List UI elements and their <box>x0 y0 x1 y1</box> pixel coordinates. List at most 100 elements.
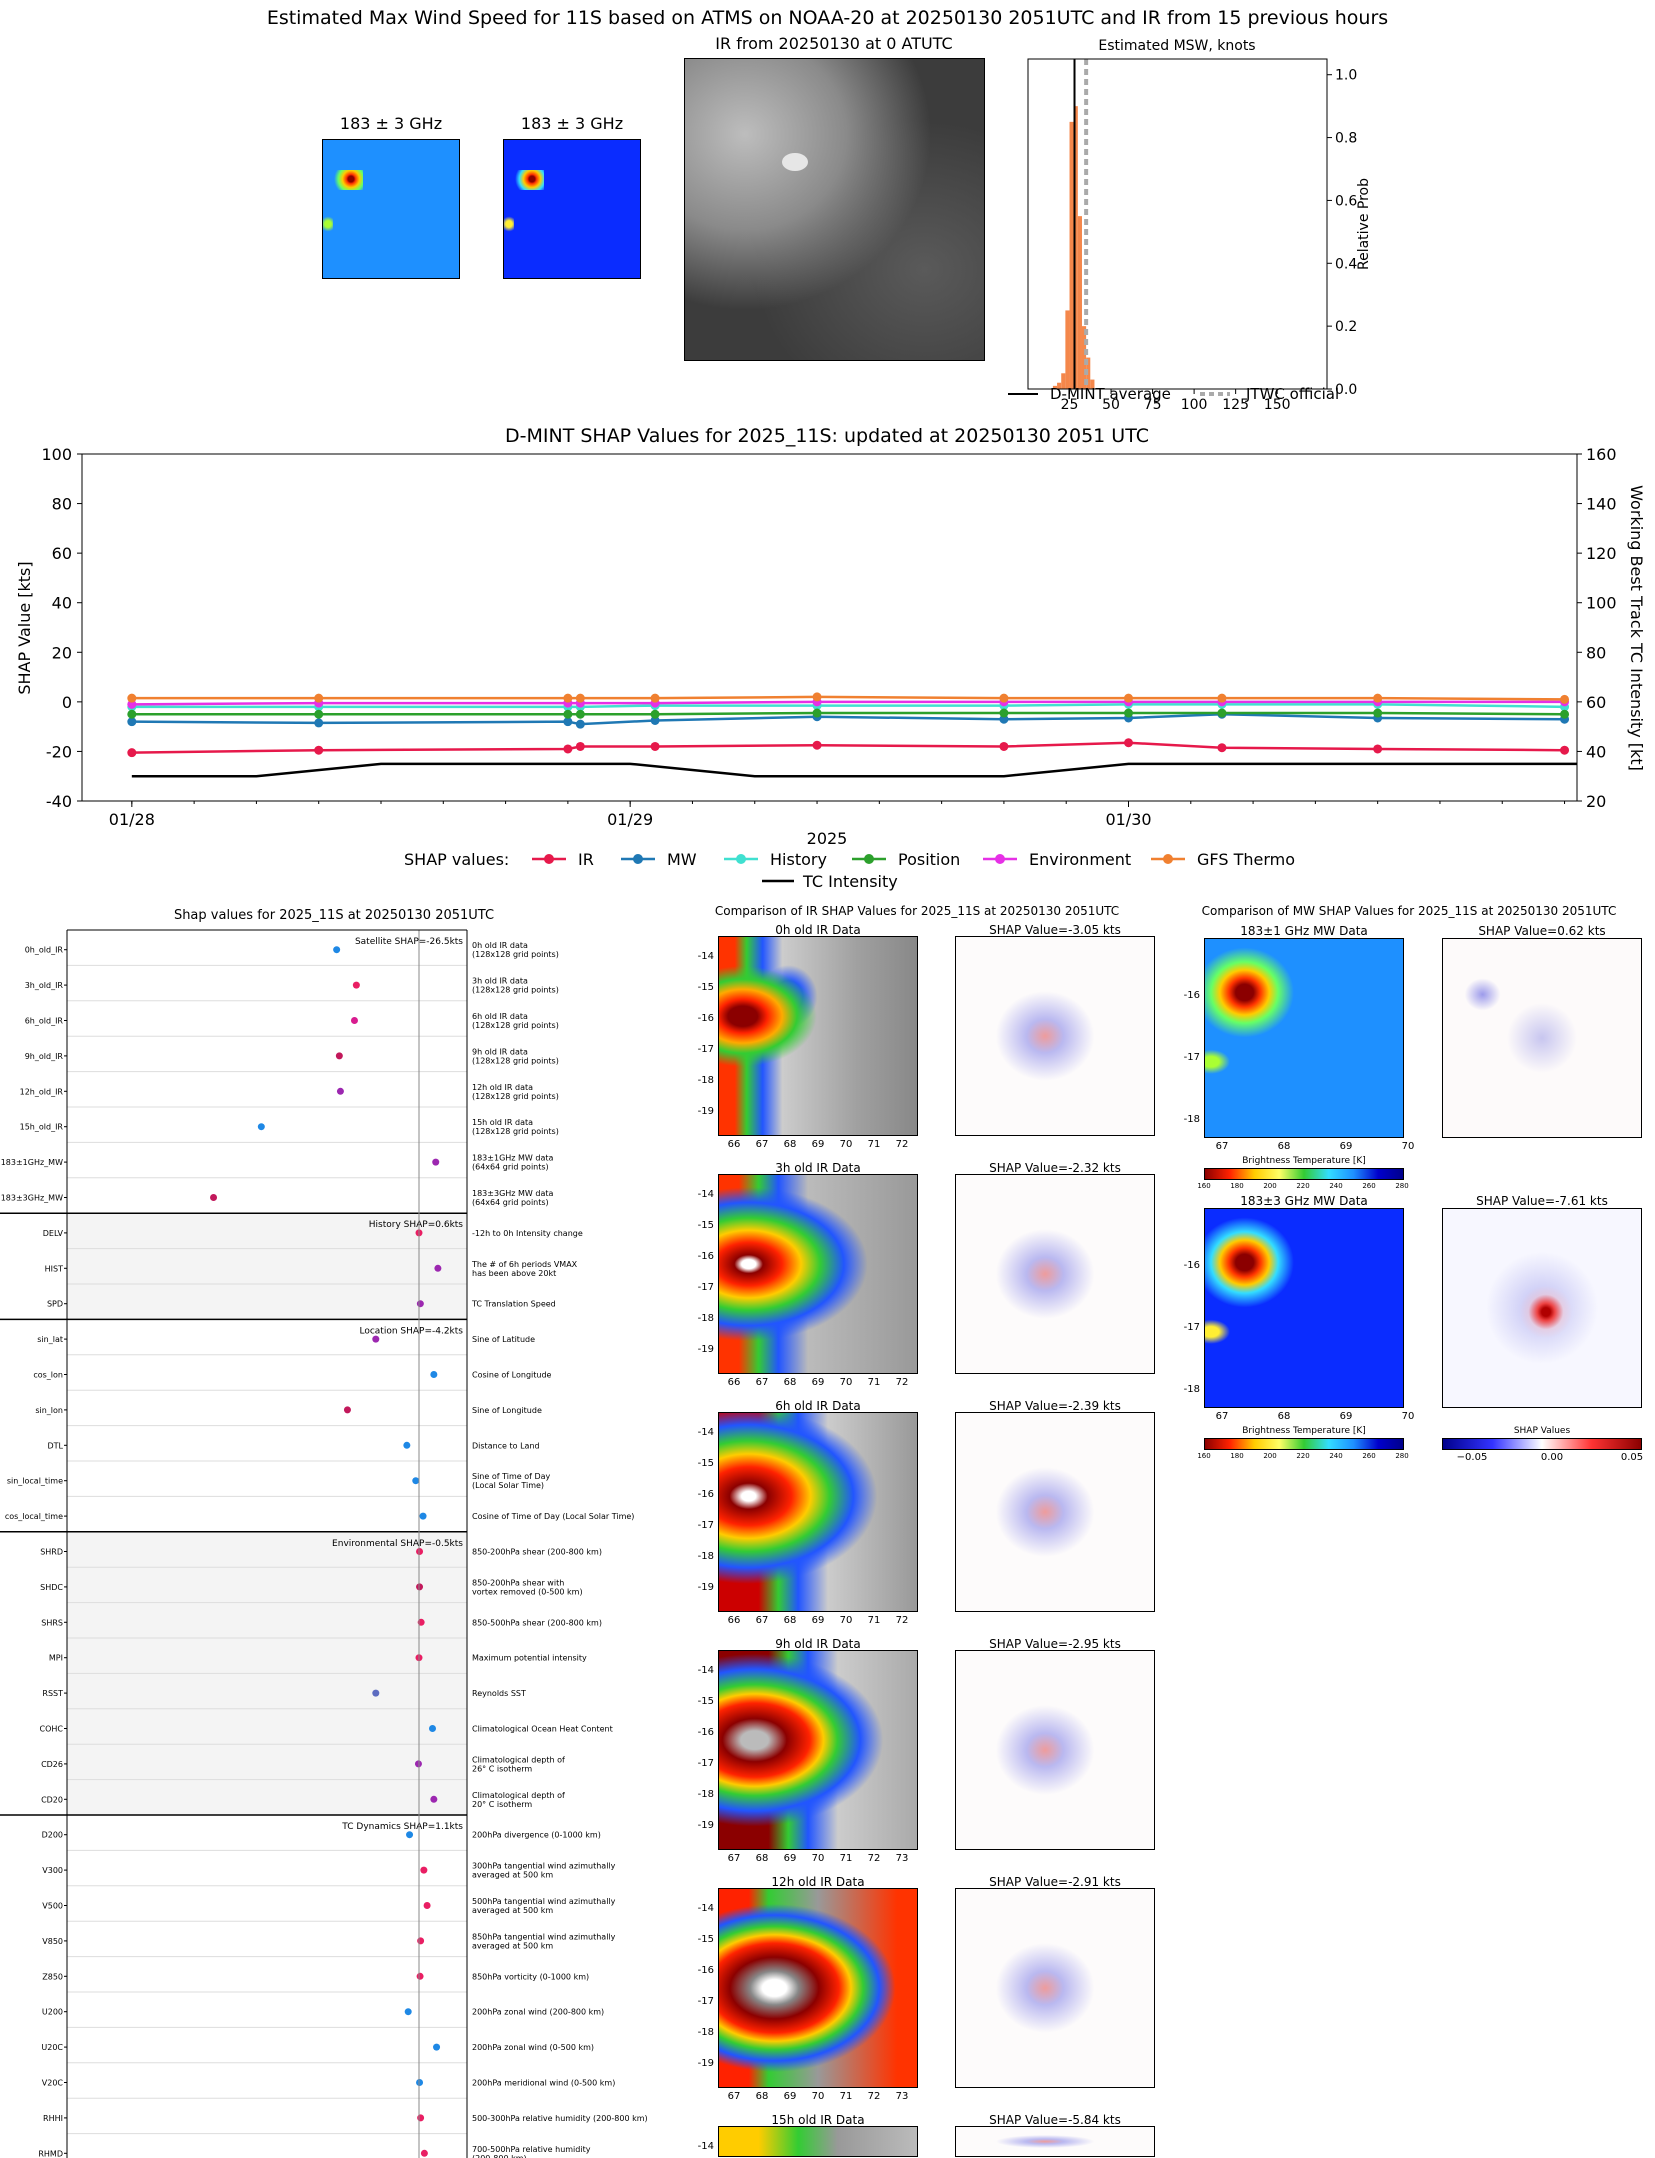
ir-xtick-label: 68 <box>783 1139 797 1150</box>
timeseries-y2tick-label: 20 <box>1586 792 1606 811</box>
ir-xtick-label: 71 <box>867 1139 881 1150</box>
series-line <box>131 741 1565 754</box>
shap-group-box <box>67 1213 467 1320</box>
ir-ytick-label: -14 <box>697 1189 714 1200</box>
series-point <box>127 693 137 703</box>
ir-xtick-label: 69 <box>811 1615 825 1626</box>
ir-image <box>684 58 985 361</box>
series-point <box>812 740 822 750</box>
mw-ytick-label: -18 <box>1183 1384 1200 1395</box>
shap-feature-desc: 3h old IR data <box>472 977 528 986</box>
shap-feature-name: V500 <box>42 1902 63 1911</box>
shap-point <box>429 1725 436 1732</box>
shap-point <box>210 1194 218 1201</box>
series-line <box>131 695 1565 701</box>
histogram-xtick-label: 125 <box>1222 397 1249 410</box>
ir-data-image <box>718 2126 918 2157</box>
shap-feature-desc: 200hPa meridional wind (0-500 km) <box>472 2079 615 2088</box>
mw-colorbar-tick: 240 <box>1329 1182 1343 1190</box>
ir-ytick-label: -17 <box>697 1520 714 1531</box>
ir-panel-title: IR from 20250130 at 0 ATUTC <box>715 34 953 53</box>
legend-series-label: Position <box>898 850 960 869</box>
histogram-ylabel: Relative Prob <box>1356 178 1372 270</box>
shap-feature-desc: Sine of Longitude <box>472 1406 542 1415</box>
mw-row-title: 183±1 GHz MW Data <box>1240 924 1368 938</box>
series-point <box>650 709 660 719</box>
shap-point <box>417 2114 425 2122</box>
ir-xtick-label: 70 <box>839 1139 853 1150</box>
shap-feature-desc: Sine of Time of Day <box>472 1472 551 1481</box>
series-point <box>127 748 137 758</box>
legend-series-label: IR <box>578 850 594 869</box>
shap-point <box>430 1371 438 1378</box>
shap-colorbar-label: SHAP Values <box>1513 1426 1571 1436</box>
mw-ytick-label: -17 <box>1183 1052 1200 1063</box>
shap-point <box>333 946 341 954</box>
mw-colorbar-tick: 280 <box>1395 1452 1409 1460</box>
mw-comparison-title: Comparison of MW SHAP Values for 2025_11… <box>1201 904 1617 918</box>
histogram-bar <box>1073 106 1078 390</box>
mw-colorbar-tick: 240 <box>1329 1452 1343 1460</box>
ir-xtick-label: 72 <box>895 1615 909 1626</box>
ir-xtick-label: 67 <box>755 1377 769 1388</box>
shap-feature-desc: Distance to Land <box>472 1441 540 1450</box>
shap-feature-name: DELV <box>43 1229 64 1238</box>
mw-colorbar-label: Brightness Temperature [K] <box>1242 1156 1366 1166</box>
ir-data-image <box>718 1174 918 1374</box>
shap-feature-name: V850 <box>42 1937 63 1946</box>
timeseries-ytick-label: 20 <box>52 643 72 662</box>
ir-comparison-title: Comparison of IR SHAP Values for 2025_11… <box>714 904 1120 918</box>
shap-point <box>414 1760 422 1768</box>
ir-ytick-label: -15 <box>697 1220 714 1231</box>
shap-feature-desc: Cosine of Time of Day (Local Solar Time) <box>472 1512 634 1521</box>
shap-feature-name: 0h_old_IR <box>25 946 64 955</box>
shap-point <box>343 1406 351 1414</box>
series-point <box>999 714 1009 724</box>
legend-series-marker <box>864 854 874 864</box>
shap-point <box>257 1123 265 1131</box>
ir-ytick-label: -14 <box>697 2141 714 2152</box>
mw-xtick-label: 67 <box>1215 1141 1229 1152</box>
ir-ytick-label: -19 <box>697 2058 714 2069</box>
mw-colorbar-tick: 160 <box>1197 1182 1211 1190</box>
series-point <box>575 719 585 729</box>
ir-xtick-label: 72 <box>895 1139 909 1150</box>
legend-dmint-label: D-MINT average <box>1050 385 1171 403</box>
histogram-ytick-label: 0.6 <box>1335 193 1357 209</box>
legend-jtwc-label: JTWC official <box>1245 385 1339 403</box>
shap-feature-desc: has been above 20kt <box>472 1269 556 1278</box>
shap-feature-desc: Maximum potential intensity <box>472 1654 587 1663</box>
shap-feature-name: Z850 <box>42 1972 63 1981</box>
shap-point <box>417 1937 425 1945</box>
histogram-bar <box>1090 379 1095 389</box>
ir-data-image <box>718 1650 918 1850</box>
series-point <box>314 709 324 719</box>
ir-ytick-label: -19 <box>697 1106 714 1117</box>
mw-ytick-label: -16 <box>1183 990 1200 1001</box>
shap-feature-desc: 200hPa divergence (0-1000 km) <box>472 1831 601 1840</box>
shap-feature-desc: 500-300hPa relative humidity (200-800 km… <box>472 2114 648 2123</box>
histogram-xtick-label: 75 <box>1144 397 1162 410</box>
shap-feature-desc: 850hPa tangential wind azimuthally <box>472 1932 616 1941</box>
histogram-xtick-label: 50 <box>1102 397 1120 410</box>
shap-feature-name: SHDC <box>40 1583 63 1592</box>
ir-ytick-label: -18 <box>697 1313 714 1324</box>
series-point <box>1217 708 1227 718</box>
ir-xtick-label: 71 <box>839 1853 853 1864</box>
histogram-xtick-label: 25 <box>1061 397 1079 410</box>
shap-feature-desc: (64x64 grid points) <box>472 1198 549 1207</box>
shap-point <box>403 1441 411 1449</box>
series-point <box>999 741 1009 751</box>
series-point <box>563 709 573 719</box>
shap-feature-desc: (64x64 grid points) <box>472 1163 549 1172</box>
timeseries-ytick-label: 100 <box>41 445 72 464</box>
shap-point <box>432 1158 440 1166</box>
mw-colorbar-tick: 260 <box>1362 1182 1376 1190</box>
legend-prefix: SHAP values: <box>404 850 509 869</box>
shap-feature-name: RHHI <box>43 2114 63 2123</box>
timeseries-y2tick-label: 140 <box>1586 495 1617 514</box>
mw-colorbar-label: Brightness Temperature [K] <box>1242 1426 1366 1436</box>
ir-ytick-label: -14 <box>697 1903 714 1914</box>
series-point <box>563 744 573 754</box>
shap-feature-desc: Cosine of Longitude <box>472 1371 552 1380</box>
